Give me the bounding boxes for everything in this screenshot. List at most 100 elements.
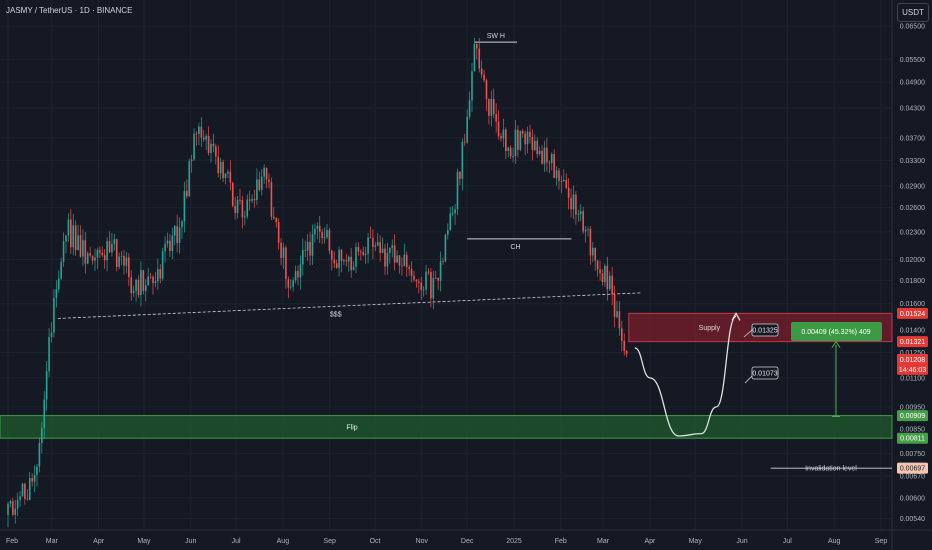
candle-body — [120, 255, 123, 257]
y-tick-label: 0.06500 — [900, 24, 925, 31]
candle-body — [536, 140, 539, 155]
candle-body — [355, 247, 357, 267]
candle-body — [45, 371, 48, 400]
candle-body — [273, 216, 275, 219]
candle-body — [101, 252, 104, 256]
candle-body — [224, 173, 227, 178]
x-tick-label: Sep — [875, 538, 888, 545]
candle-body — [514, 129, 517, 157]
candle-body — [343, 260, 345, 262]
x-tick-label: 2025 — [506, 538, 522, 545]
candle-body — [178, 227, 181, 244]
candle-body — [210, 143, 212, 153]
candle-body — [430, 272, 432, 299]
candle-body — [403, 254, 406, 267]
candle-body — [186, 190, 188, 197]
candle-body — [567, 187, 570, 198]
candle-body — [74, 225, 77, 250]
candle-body — [79, 235, 82, 257]
candle-body — [43, 399, 46, 428]
candle-body — [28, 478, 31, 500]
candle-body — [376, 242, 379, 246]
candle-body — [239, 199, 241, 201]
y-tick-label: 0.00670 — [900, 473, 925, 480]
candle-body — [24, 483, 26, 499]
candle-body — [466, 116, 468, 143]
flip-zone-label: Flip — [346, 424, 357, 431]
x-tick-label: Jul — [783, 538, 792, 545]
projection-arrowhead — [731, 312, 741, 321]
candle-body — [164, 243, 166, 252]
x-tick-label: Feb — [555, 538, 567, 545]
candle-body — [198, 126, 200, 135]
candle-body — [497, 121, 500, 137]
candle-body — [476, 43, 478, 49]
candle-body — [103, 255, 106, 261]
candle-body — [33, 475, 36, 482]
candle-body — [512, 156, 514, 157]
candle-body — [166, 240, 169, 244]
candle-body — [611, 275, 613, 295]
candle-body — [449, 213, 452, 230]
candle-body — [488, 99, 490, 116]
price-tag — [897, 353, 928, 365]
candle-body — [38, 442, 41, 467]
x-tick-label: May — [137, 538, 151, 545]
y-tick-label: 0.02900 — [900, 183, 925, 190]
candle-body — [381, 248, 384, 253]
x-tick-label: Sep — [323, 538, 336, 545]
y-tick-label: 0.00600 — [900, 495, 925, 502]
candle-body — [183, 190, 186, 222]
candle-body — [592, 247, 594, 256]
candle-body — [309, 241, 311, 256]
candle-body — [265, 167, 268, 180]
candle-body — [41, 427, 43, 443]
candle-body — [70, 219, 72, 248]
candle-body — [128, 257, 130, 278]
candle-body — [331, 250, 333, 260]
candle-body — [415, 279, 418, 282]
candle-body — [99, 250, 101, 253]
candle-body — [62, 241, 65, 262]
candle-body — [299, 264, 302, 278]
candle-body — [553, 153, 555, 178]
candle-body — [570, 197, 572, 210]
candle-body — [21, 483, 24, 497]
candle-body — [608, 275, 611, 290]
candle-body — [531, 136, 534, 150]
candle-body — [326, 230, 328, 238]
candle-body — [505, 129, 507, 151]
candle-body — [548, 162, 551, 164]
candle-body — [338, 249, 340, 268]
candle-body — [364, 253, 367, 256]
candle-body — [451, 213, 454, 215]
candle-body — [135, 279, 137, 291]
ch-label: CH — [510, 244, 520, 251]
candle-body — [558, 170, 560, 181]
candle-body — [461, 141, 464, 179]
currency-badge[interactable]: USDT — [897, 3, 929, 22]
y-tick-label: 0.02300 — [900, 229, 925, 236]
candle-body — [420, 282, 423, 291]
candle-body — [362, 251, 365, 256]
candle-body — [231, 182, 234, 206]
candle-body — [26, 498, 29, 500]
candle-body — [84, 240, 87, 264]
candle-body — [287, 279, 290, 288]
candle-body — [16, 500, 19, 509]
candle-body — [188, 161, 191, 197]
candle-body — [427, 271, 430, 273]
candle-body — [31, 478, 33, 482]
candle-body — [509, 147, 512, 157]
candle-body — [169, 240, 171, 252]
symbol-title: JASMY / TetherUS · 1D · BINANCE — [6, 6, 133, 15]
candle-body — [7, 503, 9, 516]
candle-body — [241, 200, 244, 218]
candle-body — [181, 221, 183, 228]
candle-body — [60, 261, 62, 279]
candle-body — [526, 131, 529, 145]
price-tag-text: 0.00909 — [900, 413, 925, 420]
callout-01073-box — [751, 366, 779, 380]
candle-body — [534, 140, 536, 150]
